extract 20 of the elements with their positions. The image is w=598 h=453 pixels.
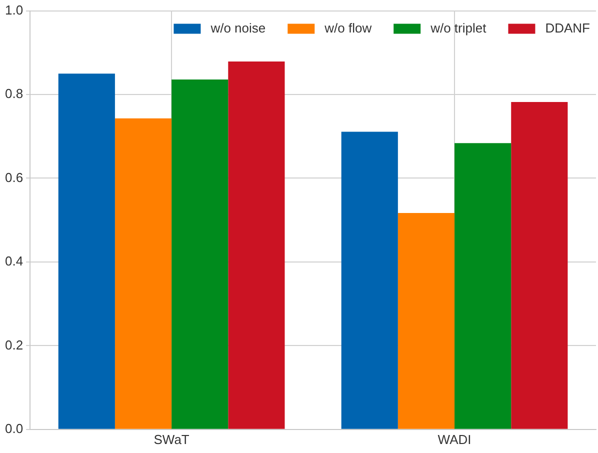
y-tick-label: 0.8: [4, 86, 24, 102]
x-tick-label: WADI: [438, 432, 472, 447]
bar: [114, 118, 172, 429]
legend-label: w/o noise: [210, 20, 266, 36]
bar: [172, 79, 228, 429]
y-tick-label: 0.0: [4, 420, 24, 436]
y-tick-label: 0.2: [4, 337, 24, 352]
legend-label: DDANF: [545, 20, 590, 36]
y-tick-label: 1.0: [4, 2, 24, 18]
bar: [454, 143, 512, 429]
y-tick-label: 0.6: [4, 170, 24, 185]
bar: [341, 132, 398, 429]
x-tick-label: SWaT: [154, 432, 190, 447]
bar: [228, 61, 285, 429]
bar: [398, 212, 455, 429]
bar: [511, 102, 568, 429]
bar: [58, 74, 115, 429]
legend-label: w/o triplet: [430, 20, 487, 36]
y-tick-label: 0.4: [4, 254, 24, 269]
legend-label: w/o flow: [324, 20, 372, 36]
